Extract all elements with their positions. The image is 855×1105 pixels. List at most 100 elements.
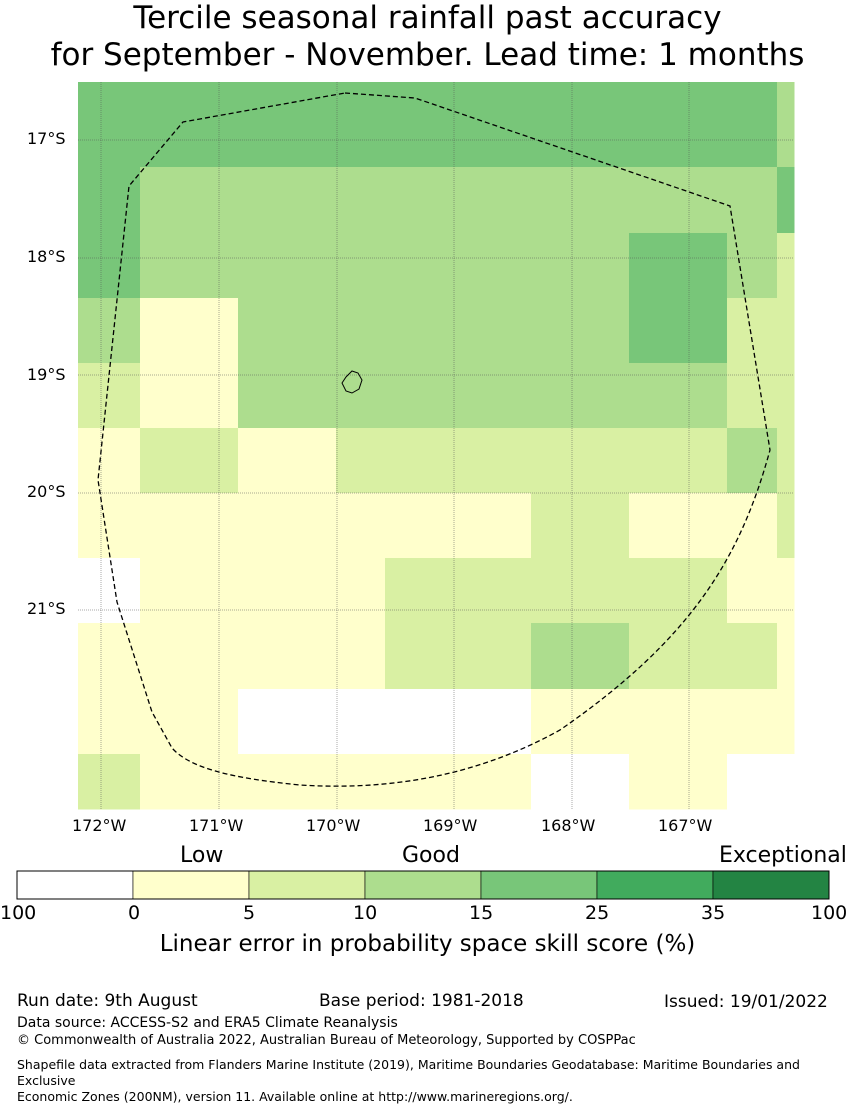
skill-cell bbox=[434, 298, 483, 364]
skill-cell bbox=[140, 623, 190, 690]
skill-cell bbox=[482, 82, 532, 168]
skill-cell bbox=[678, 298, 728, 364]
base-period: Base period: 1981-2018 bbox=[319, 991, 524, 1011]
skill-cell bbox=[678, 754, 728, 810]
skill-cell bbox=[777, 689, 795, 755]
skill-cell bbox=[760, 363, 778, 429]
skill-cell bbox=[531, 493, 581, 559]
skill-cell bbox=[760, 82, 778, 168]
copyright: © Commonwealth of Australia 2022, Austra… bbox=[17, 1033, 636, 1048]
skill-cell bbox=[287, 493, 337, 559]
skill-cell bbox=[531, 167, 581, 234]
skill-cell bbox=[336, 167, 386, 234]
colorbar-swatch bbox=[364, 870, 482, 900]
skill-cell bbox=[629, 493, 679, 559]
skill-cell bbox=[743, 754, 761, 810]
skill-cell bbox=[580, 82, 630, 168]
colorbar-swatch bbox=[712, 870, 830, 900]
skill-cell bbox=[336, 689, 386, 755]
skill-cell bbox=[531, 82, 581, 168]
lon-label-172w: 172°W bbox=[72, 816, 127, 835]
skill-cell bbox=[727, 363, 744, 429]
skill-cell bbox=[238, 298, 288, 364]
skill-cell bbox=[287, 167, 337, 234]
skill-cell bbox=[743, 558, 761, 624]
skill-cell bbox=[78, 558, 141, 624]
lon-label-169w: 169°W bbox=[423, 816, 478, 835]
skill-cell bbox=[727, 689, 744, 755]
skill-cell bbox=[678, 363, 728, 429]
skill-cell bbox=[580, 689, 630, 755]
skill-cell bbox=[629, 558, 679, 624]
category-good: Good bbox=[402, 843, 460, 868]
skill-cell bbox=[777, 428, 795, 494]
lon-label-171w: 171°W bbox=[189, 816, 244, 835]
skill-cell bbox=[140, 233, 190, 299]
skill-cell bbox=[385, 689, 435, 755]
lon-label-167w: 167°W bbox=[658, 816, 713, 835]
skill-cell bbox=[78, 167, 141, 234]
skill-cell bbox=[385, 298, 435, 364]
skill-cell bbox=[760, 689, 778, 755]
skill-cell bbox=[580, 493, 630, 559]
skill-cell bbox=[727, 623, 744, 690]
skill-cell bbox=[743, 167, 761, 234]
skill-cell bbox=[678, 493, 728, 559]
skill-cell bbox=[629, 428, 679, 494]
skill-cell bbox=[777, 82, 795, 168]
skill-cell bbox=[760, 298, 778, 364]
skill-cell bbox=[336, 233, 386, 299]
skill-cell bbox=[743, 298, 761, 364]
skill-cell bbox=[336, 82, 386, 168]
skill-cell bbox=[482, 558, 532, 624]
skill-cell bbox=[760, 233, 778, 299]
skill-cell bbox=[78, 428, 141, 494]
skill-cell bbox=[189, 363, 239, 429]
lon-label-170w: 170°W bbox=[306, 816, 361, 835]
skill-cell bbox=[580, 754, 630, 810]
skill-cell bbox=[78, 623, 141, 690]
skill-cell bbox=[189, 754, 239, 810]
skill-cell bbox=[743, 689, 761, 755]
category-low: Low bbox=[180, 843, 224, 868]
skill-cell bbox=[385, 493, 435, 559]
skill-cell bbox=[336, 428, 386, 494]
title-line-2: for September - November. Lead time: 1 m… bbox=[50, 37, 805, 73]
skill-cell bbox=[140, 298, 190, 364]
skill-cell bbox=[189, 82, 239, 168]
skill-cell bbox=[434, 233, 483, 299]
skill-cell bbox=[727, 167, 744, 234]
skill-cell bbox=[78, 689, 141, 755]
colorbar-swatch bbox=[596, 870, 714, 900]
skill-cell bbox=[629, 298, 679, 364]
skill-cell bbox=[580, 298, 630, 364]
skill-cell bbox=[140, 493, 190, 559]
skill-cell bbox=[78, 233, 141, 299]
skill-cell bbox=[580, 167, 630, 234]
skill-cell bbox=[385, 82, 435, 168]
skill-cell bbox=[385, 233, 435, 299]
skill-cell bbox=[434, 167, 483, 234]
skill-cell bbox=[434, 754, 483, 810]
skill-cell bbox=[777, 363, 795, 429]
skill-cell bbox=[531, 689, 581, 755]
skill-cell bbox=[531, 558, 581, 624]
cb-tick-label: 25 bbox=[585, 902, 610, 924]
skill-cell bbox=[434, 82, 483, 168]
skill-cell bbox=[760, 754, 778, 810]
skill-cell bbox=[238, 167, 288, 234]
skill-cell bbox=[727, 233, 744, 299]
skill-cell bbox=[434, 689, 483, 755]
skill-cell bbox=[743, 623, 761, 690]
skill-cell bbox=[189, 167, 239, 234]
chart-title: Tercile seasonal rainfall past accuracy … bbox=[0, 0, 855, 74]
skill-cell bbox=[678, 167, 728, 234]
skill-cell bbox=[580, 428, 630, 494]
skill-cell bbox=[629, 689, 679, 755]
skill-cell bbox=[336, 558, 386, 624]
skill-cell bbox=[531, 298, 581, 364]
skill-cell bbox=[78, 754, 141, 810]
skill-cell bbox=[678, 689, 728, 755]
skill-cell bbox=[629, 363, 679, 429]
colorbar-frame bbox=[16, 870, 830, 900]
